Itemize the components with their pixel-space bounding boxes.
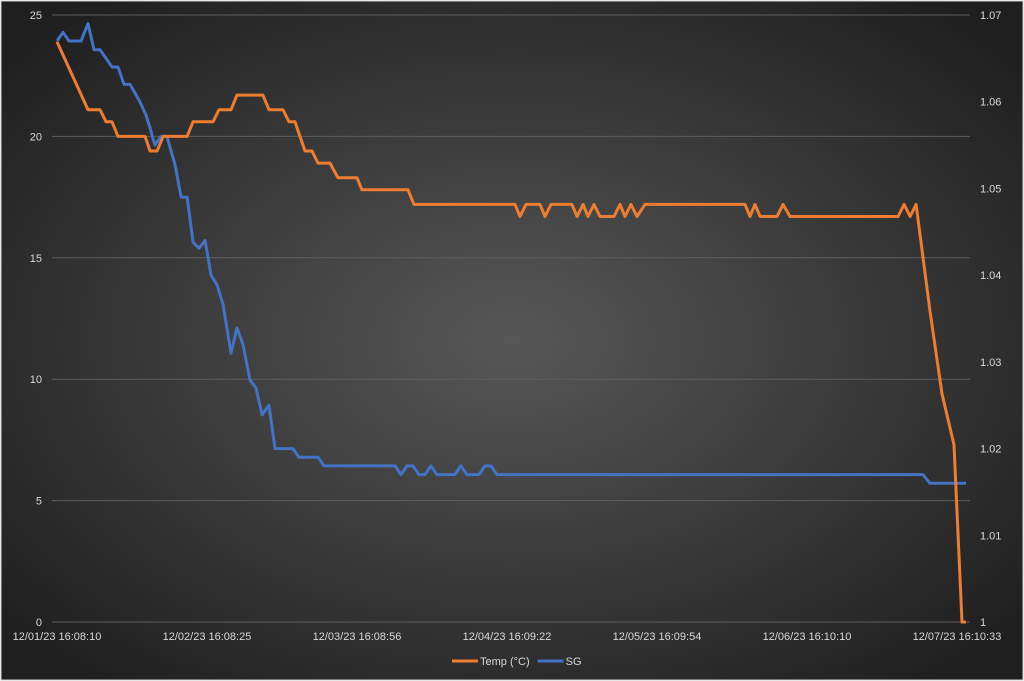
right-tick-label: 1.05 (980, 183, 1001, 195)
left-tick-label: 20 (30, 131, 42, 143)
gridlines (52, 14, 970, 623)
right-axis: 1 1.01 1.02 1.03 1.04 1.05 1.06 1.07 (980, 10, 1001, 629)
left-tick-label: 5 (36, 496, 42, 508)
x-tick-label: 12/03/23 16:08:56 (313, 631, 402, 643)
series-line-sg (55, 22, 966, 485)
right-tick-label: 1.04 (980, 270, 1001, 282)
right-tick-label: 1.06 (980, 97, 1001, 109)
x-tick-label: 12/07/23 16:10:33 (913, 631, 1002, 643)
series-lines (55, 22, 966, 624)
x-tick-label: 12/01/23 16:08:10 (13, 631, 102, 643)
right-tick-label: 1.02 (980, 444, 1001, 456)
right-tick-label: 1.03 (980, 357, 1001, 369)
series-line-temp (55, 41, 966, 624)
legend-label: SG (566, 656, 582, 668)
left-tick-label: 25 (30, 10, 42, 22)
x-axis: 12/01/23 16:08:10 12/02/23 16:08:25 12/03/… (13, 631, 1002, 643)
x-tick-label: 12/05/23 16:09:54 (613, 631, 702, 643)
right-tick-label: 1.07 (980, 10, 1001, 22)
legend: Temp (°C) SG (452, 656, 582, 668)
left-tick-label: 0 (36, 617, 42, 629)
right-tick-label: 1.01 (980, 530, 1001, 542)
legend-label: Temp (°C) (480, 656, 530, 668)
x-tick-label: 12/06/23 16:10:10 (763, 631, 852, 643)
left-axis: 0 5 10 15 20 25 (30, 10, 42, 629)
right-tick-label: 1 (980, 617, 986, 629)
left-tick-label: 15 (30, 253, 42, 265)
x-tick-label: 12/04/23 16:09:22 (463, 631, 552, 643)
x-tick-label: 12/02/23 16:08:25 (163, 631, 252, 643)
left-tick-label: 10 (30, 374, 42, 386)
